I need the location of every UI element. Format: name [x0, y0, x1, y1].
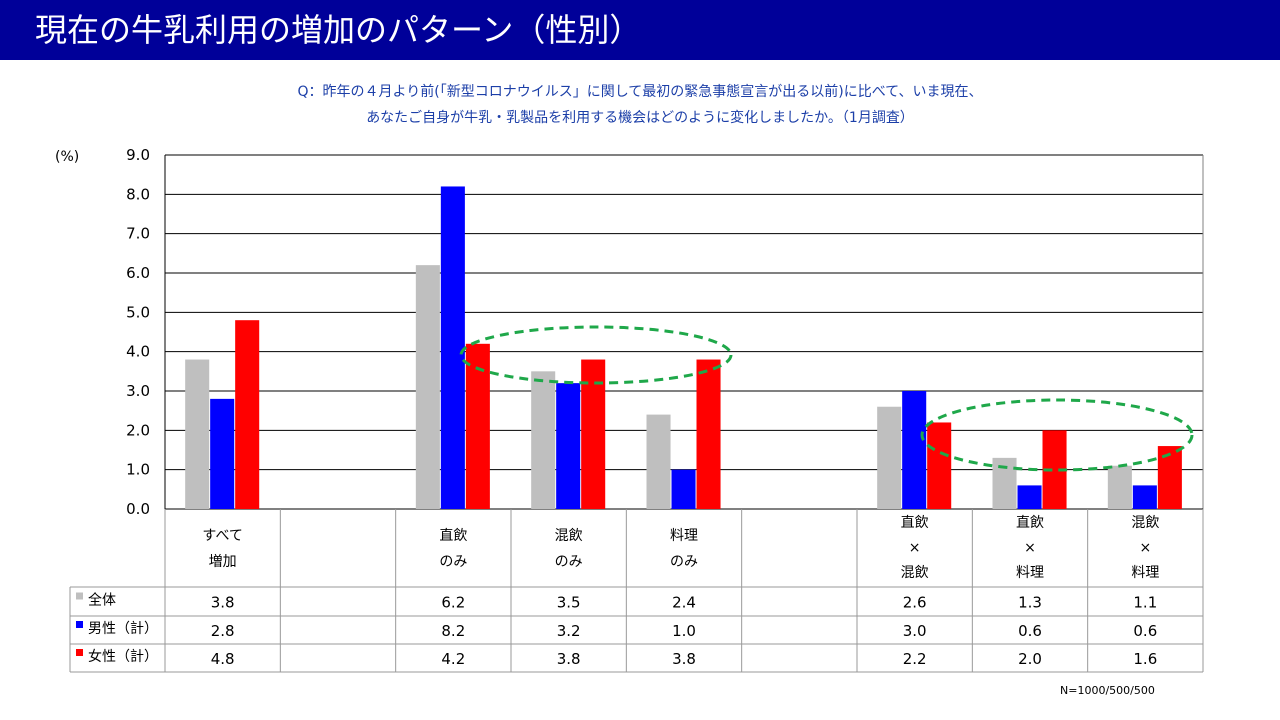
- category-label: のみ: [439, 554, 467, 570]
- bar-2: [1017, 485, 1042, 509]
- bar-1: [531, 371, 556, 509]
- title-bar: 現在の牛乳利用の増加のパターン（性別）: [0, 0, 1280, 60]
- table-value: 1.1: [1133, 594, 1157, 612]
- table-value: 3.8: [211, 594, 235, 612]
- bar-1: [646, 414, 671, 509]
- table-value: 2.0: [1018, 650, 1042, 668]
- table-value: 2.4: [672, 594, 696, 612]
- bar-2: [440, 186, 465, 509]
- question-line-1: Q：昨年の４月より前(「新型コロナウイルス」に関して最初の緊急事態宣言が出る以前…: [297, 84, 983, 100]
- category-label: 増加: [209, 554, 237, 570]
- bar-3: [235, 320, 260, 509]
- legend-label: 全体: [88, 592, 116, 609]
- bar-3: [927, 422, 952, 509]
- bar-2: [556, 383, 581, 509]
- category-label: のみ: [670, 554, 698, 570]
- category-label: のみ: [555, 554, 583, 570]
- y-tick-label: 7.0: [126, 225, 150, 243]
- category-label: 混飲: [901, 565, 929, 581]
- bar-1: [415, 265, 440, 509]
- legend-swatch: [76, 621, 83, 628]
- table-value: 3.8: [672, 650, 696, 668]
- table-value: 3.2: [557, 622, 581, 640]
- table-value: 2.2: [903, 650, 927, 668]
- category-label: ×: [1024, 540, 1036, 556]
- y-tick-label: 0.0: [126, 500, 150, 518]
- table-value: 2.6: [903, 594, 927, 612]
- bar-2: [1132, 485, 1157, 509]
- bar-1: [877, 406, 902, 509]
- y-tick-label: 6.0: [126, 264, 150, 282]
- category-label: すべて: [202, 528, 242, 544]
- y-tick-label: 4.0: [126, 343, 150, 361]
- bar-2: [210, 398, 235, 509]
- highlight-ellipse: [920, 398, 1194, 472]
- table-value: 1.0: [672, 622, 696, 640]
- table-value: 1.6: [1133, 650, 1157, 668]
- legend-swatch: [76, 649, 83, 656]
- y-axis-unit: (%): [55, 149, 79, 165]
- y-tick-label: 2.0: [126, 421, 150, 439]
- table-value: 3.5: [557, 594, 581, 612]
- bar-3: [1157, 446, 1182, 509]
- bar-2: [671, 469, 696, 509]
- category-label: 料理: [1131, 565, 1159, 581]
- table-value: 1.3: [1018, 594, 1042, 612]
- category-label: 混飲: [1131, 515, 1159, 531]
- y-tick-label: 8.0: [126, 185, 150, 203]
- table-value: 8.2: [441, 622, 465, 640]
- sample-size-note: N=1000/500/500: [1060, 684, 1155, 697]
- y-tick-label: 9.0: [126, 146, 150, 164]
- table-value: 0.6: [1018, 622, 1042, 640]
- bar-1: [1107, 465, 1132, 509]
- category-label: 料理: [670, 528, 698, 544]
- y-tick-label: 5.0: [126, 303, 150, 321]
- table-value: 6.2: [441, 594, 465, 612]
- table-value: 2.8: [211, 622, 235, 640]
- table-value: 0.6: [1133, 622, 1157, 640]
- category-label: 直飲: [901, 514, 929, 531]
- bar-1: [992, 457, 1017, 509]
- legend-label: 男性（計）: [88, 621, 158, 637]
- highlight-ellipse: [459, 325, 733, 385]
- page-title: 現在の牛乳利用の増加のパターン（性別）: [35, 11, 642, 49]
- category-label: ×: [1139, 540, 1151, 556]
- question-line-2: あなたご自身が牛乳・乳製品を利用する機会はどのように変化しましたか。（1月調査）: [366, 110, 914, 126]
- table-value: 4.2: [441, 650, 465, 668]
- category-label: 直飲: [439, 527, 467, 544]
- category-label: ×: [909, 540, 921, 556]
- legend-label: 女性（計）: [88, 648, 158, 665]
- category-label: 直飲: [1016, 514, 1044, 531]
- bar-1: [185, 359, 210, 509]
- bar-2: [902, 391, 927, 509]
- legend-swatch: [76, 592, 83, 600]
- table-value: 4.8: [211, 650, 235, 668]
- y-tick-label: 3.0: [126, 382, 150, 400]
- category-label: 混飲: [555, 528, 583, 544]
- bar-3: [465, 343, 490, 509]
- category-label: 料理: [1016, 565, 1044, 581]
- table-value: 3.0: [903, 622, 927, 640]
- bar-3: [696, 359, 721, 509]
- table-value: 3.8: [557, 650, 581, 668]
- y-tick-label: 1.0: [126, 461, 150, 479]
